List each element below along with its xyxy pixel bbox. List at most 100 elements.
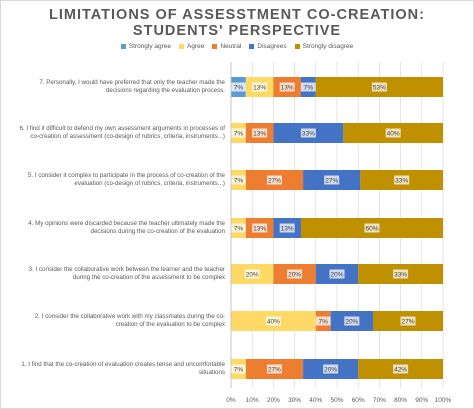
legend-swatch bbox=[212, 44, 218, 49]
data-label: 7% bbox=[234, 177, 244, 184]
data-label-bg bbox=[287, 269, 303, 279]
data-label: 13% bbox=[253, 84, 266, 91]
legend-item-disagrees: Disagrees bbox=[249, 43, 287, 50]
data-label-bg bbox=[393, 364, 409, 374]
data-label-bg bbox=[230, 223, 246, 233]
category-label: situations bbox=[199, 369, 225, 376]
data-label: 33% bbox=[302, 130, 315, 137]
data-label-bg bbox=[364, 223, 380, 233]
category-label: decisions during the co-creation of the … bbox=[91, 228, 226, 235]
data-label: 20% bbox=[345, 318, 358, 325]
data-label-bg bbox=[266, 364, 282, 374]
data-label: 7% bbox=[234, 225, 244, 232]
category-label: evaluation (co-design of rubrics, criter… bbox=[74, 180, 225, 187]
x-tick-label: 20% bbox=[267, 397, 280, 404]
data-label-bg bbox=[344, 316, 360, 326]
data-label-bg bbox=[230, 128, 246, 138]
data-label-bg bbox=[400, 316, 416, 326]
x-tick-label: 100% bbox=[435, 397, 452, 404]
data-label-bg bbox=[385, 128, 401, 138]
data-label: 20% bbox=[330, 271, 343, 278]
data-label-bg bbox=[371, 82, 387, 92]
data-label: 53% bbox=[373, 84, 386, 91]
data-label-bg bbox=[279, 82, 295, 92]
category-label: 5. I consider it complex to participate … bbox=[28, 172, 226, 179]
data-label: 60% bbox=[365, 225, 378, 232]
data-label-bg bbox=[230, 82, 246, 92]
category-label: decisions regarding the evaluation proce… bbox=[106, 87, 225, 94]
legend-swatch bbox=[179, 44, 185, 49]
legend-item-agree: Agree bbox=[179, 43, 204, 50]
x-tick-label: 10% bbox=[246, 397, 259, 404]
data-label-bg bbox=[315, 316, 331, 326]
data-label-bg bbox=[394, 175, 410, 185]
x-tick-label: 40% bbox=[309, 397, 322, 404]
data-label-bg bbox=[230, 175, 246, 185]
data-label: 7% bbox=[319, 318, 329, 325]
category-label: during the co-creation of the assessment… bbox=[73, 274, 226, 281]
legend-swatch bbox=[120, 44, 126, 49]
legend-item-strongly-agree: Strongly agree bbox=[120, 43, 172, 50]
category-label: 6. I find it difficult to defend my own … bbox=[19, 125, 225, 132]
data-label-bg bbox=[230, 364, 246, 374]
data-label: 27% bbox=[268, 177, 281, 184]
x-tick-label: 60% bbox=[352, 397, 365, 404]
category-label: co-creation of assessment (co-design of … bbox=[30, 133, 225, 140]
data-label-bg bbox=[300, 82, 316, 92]
data-label: 13% bbox=[253, 225, 266, 232]
data-label-bg bbox=[323, 364, 339, 374]
data-label-bg bbox=[300, 128, 316, 138]
chart-title-line-1: LIMITATIONS OF ASSESSTMENT CO-CREATION: bbox=[49, 7, 425, 23]
category-label: 7. Personally, I would have preferred th… bbox=[39, 79, 225, 86]
data-label-bg bbox=[266, 175, 282, 185]
data-label: 20% bbox=[324, 366, 337, 373]
data-label-bg bbox=[252, 223, 268, 233]
data-label: 7% bbox=[304, 84, 314, 91]
data-label: 13% bbox=[281, 84, 294, 91]
data-label: 7% bbox=[234, 84, 244, 91]
data-label-bg bbox=[265, 316, 281, 326]
legend-item-strongly-disagree: Strongly disagree bbox=[294, 43, 354, 50]
data-label: 13% bbox=[281, 225, 294, 232]
data-label: 13% bbox=[253, 130, 266, 137]
legend-label: Neutral bbox=[220, 43, 242, 50]
chart-legend: Strongly agree Agree Neutral Disagrees S… bbox=[0, 43, 474, 50]
data-label-bg bbox=[324, 175, 340, 185]
chart-title: LIMITATIONS OF ASSESSTMENT CO-CREATION: … bbox=[0, 7, 474, 39]
category-label: 2. I consider the collaborative work wit… bbox=[35, 313, 225, 320]
category-label: 1. I find that the co-creation of evalua… bbox=[21, 361, 225, 368]
chart-title-line-2: STUDENTS' PERSPECTIVE bbox=[132, 23, 342, 39]
data-label: 40% bbox=[387, 130, 400, 137]
category-label: 3. I consider the collaborative work bet… bbox=[29, 266, 225, 273]
data-label-bg bbox=[252, 82, 268, 92]
legend-swatch bbox=[294, 44, 300, 49]
category-label: creation of the evaluation to be complex bbox=[116, 321, 226, 328]
x-tick-label: 50% bbox=[330, 397, 343, 404]
data-label-bg bbox=[252, 128, 268, 138]
legend-label: Strongly disagree bbox=[302, 43, 354, 50]
data-label: 20% bbox=[246, 271, 259, 278]
data-label: 7% bbox=[234, 130, 244, 137]
data-label: 33% bbox=[394, 271, 407, 278]
x-tick-label: 30% bbox=[288, 397, 301, 404]
data-label: 20% bbox=[288, 271, 301, 278]
legend-label: Strongly agree bbox=[128, 43, 172, 50]
category-label: 4. My opinions were discarded because th… bbox=[28, 220, 225, 227]
data-label: 27% bbox=[268, 366, 281, 373]
data-label-bg bbox=[244, 269, 260, 279]
data-label-bg bbox=[393, 269, 409, 279]
x-tick-label: 90% bbox=[415, 397, 428, 404]
data-label: 7% bbox=[234, 366, 244, 373]
legend-label: Disagrees bbox=[257, 43, 287, 50]
x-tick-label: 0% bbox=[226, 397, 236, 404]
data-label: 33% bbox=[395, 177, 408, 184]
x-tick-label: 70% bbox=[373, 397, 386, 404]
legend-label: Agree bbox=[187, 43, 205, 50]
data-label: 42% bbox=[394, 366, 407, 373]
data-label: 40% bbox=[267, 318, 280, 325]
data-label: 27% bbox=[325, 177, 338, 184]
legend-item-neutral: Neutral bbox=[212, 43, 241, 50]
data-label-bg bbox=[279, 223, 295, 233]
